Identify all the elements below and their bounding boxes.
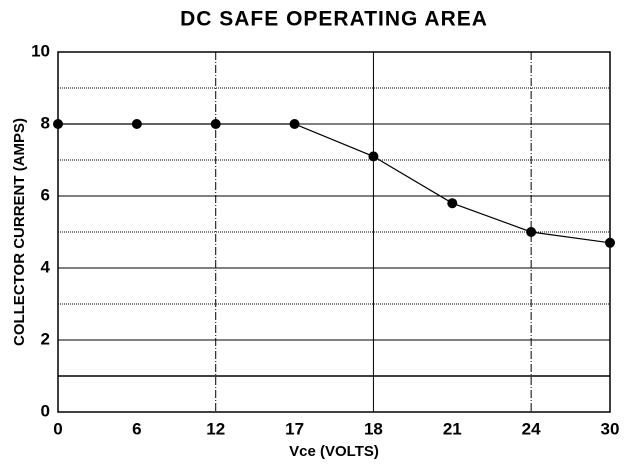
data-point: [605, 237, 615, 248]
x-tick-label: 24: [522, 419, 541, 438]
x-tick-label: 12: [206, 419, 225, 438]
data-point: [53, 119, 63, 129]
data-line: [58, 123, 611, 244]
y-tick-label: 4: [41, 257, 51, 276]
y-axis-label: COLLECTOR CURRENT (AMPS): [11, 118, 28, 346]
x-tick-label: 21: [443, 419, 462, 438]
x-tick-label: 18: [364, 419, 383, 438]
x-tick-label: 30: [601, 419, 620, 438]
data-point: [289, 119, 300, 129]
data-point: [210, 119, 221, 129]
y-tick-label: 8: [41, 113, 50, 132]
data-point: [526, 227, 537, 237]
chart-title: DC SAFE OPERATING AREA: [180, 8, 488, 31]
y-tick-label: 2: [41, 329, 50, 348]
x-axis-label: Vce (VOLTS): [289, 443, 379, 460]
x-tick-label: 17: [285, 419, 304, 438]
data-point: [447, 198, 458, 209]
x-tick-label: 0: [53, 419, 62, 438]
x-tick-label: 6: [132, 419, 141, 438]
y-tick-label: 10: [31, 41, 50, 60]
y-tick-label: 0: [41, 401, 50, 420]
data-point: [131, 119, 142, 129]
y-tick-label: 6: [41, 185, 50, 204]
data-point: [368, 151, 379, 162]
plot-frame: [57, 51, 611, 413]
